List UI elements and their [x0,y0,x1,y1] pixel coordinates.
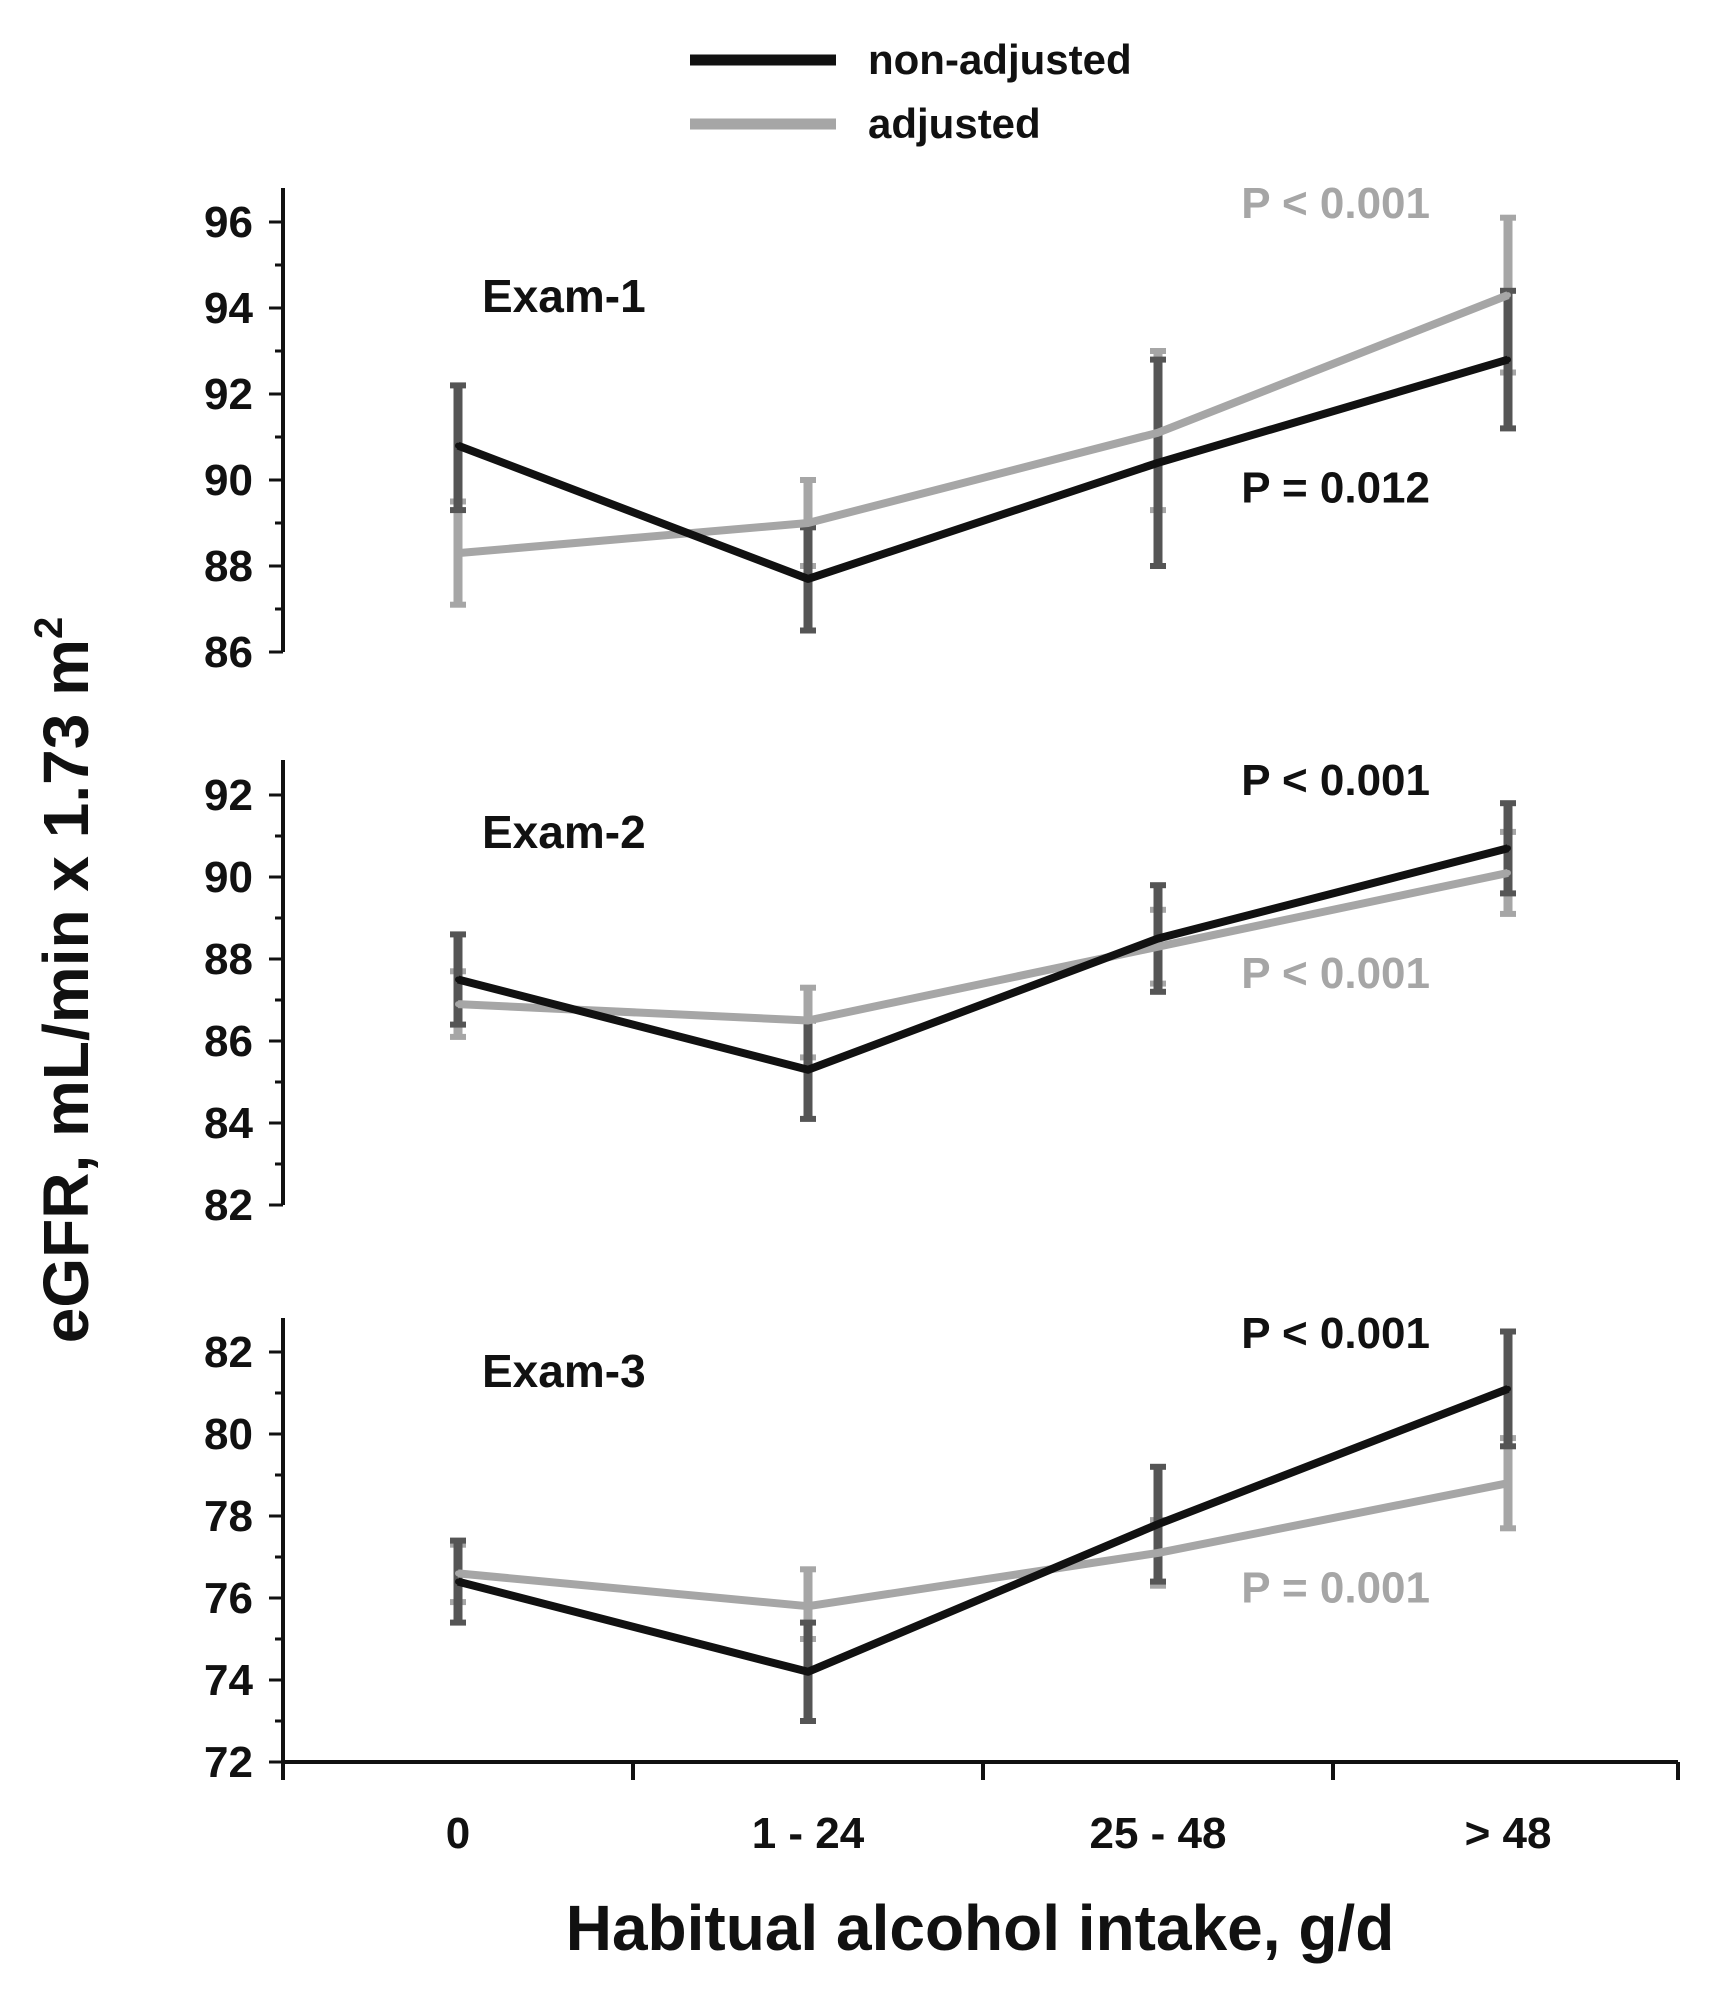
series-line-non_adjusted [457,844,1509,1074]
series-line-adjusted [457,868,1509,1025]
series-line-non_adjusted [456,355,1510,583]
y-tick-label: 76 [204,1574,253,1623]
legend: non-adjusted adjusted [690,36,1132,147]
series-adjusted [450,828,1516,1061]
panel-title: Exam-3 [482,1345,646,1397]
legend-label-adjusted: adjusted [868,100,1041,147]
y-tick-label: 74 [204,1656,253,1705]
data-point-adjusted [805,520,811,526]
data-point-non_adjusted [1155,935,1161,942]
y-tick-label: 84 [204,1099,253,1148]
p-value-annotation: P < 0.001 [1241,756,1430,805]
data-point-non_adjusted [455,1578,461,1585]
panel-title: Exam-1 [482,270,646,322]
data-point-non_adjusted [1505,845,1511,852]
data-point-non_adjusted [455,976,461,983]
panel-title: Exam-2 [482,806,646,858]
y-tick-label: 78 [204,1492,253,1541]
data-point-adjusted [805,1017,811,1024]
panel-1: 86 88 90 92 94 96 Exam-1 P < 0.001 P = 0.012 [204,179,1516,677]
y-tick-label: 92 [204,771,253,820]
data-point-adjusted [1155,1549,1161,1556]
y-tick-label: 82 [204,1328,253,1377]
data-point-adjusted [455,1570,461,1577]
data-point-non_adjusted [805,575,811,582]
data-point-adjusted [1155,943,1161,950]
data-point-adjusted [455,550,461,557]
data-point-non_adjusted [805,1066,811,1073]
data-point-non_adjusted [1155,1521,1161,1528]
y-tick-label: 88 [204,935,253,984]
x-axis: 0 1 - 24 25 - 48 > 48 Habitual alcohol intak… [281,1760,1680,1964]
y-tick-label: 80 [204,1410,253,1459]
p-value-annotation: P < 0.001 [1241,179,1430,228]
data-point-non_adjusted [1155,459,1161,466]
data-point-adjusted [1155,429,1161,436]
y-tick-label: 88 [204,542,253,591]
x-tick-label: > 48 [1465,1809,1552,1858]
y-tick-label: 96 [204,198,253,247]
data-point-adjusted [455,1001,461,1008]
data-point-adjusted [805,1603,811,1610]
y-tick-label: 92 [204,370,253,419]
x-tick-label: 25 - 48 [1090,1809,1227,1858]
data-point-non_adjusted [1505,356,1511,363]
data-point-non_adjusted [805,1668,811,1675]
data-point-adjusted [1505,1480,1511,1487]
y-tick-label: 86 [204,628,253,677]
y-tick-label: 72 [204,1738,253,1787]
p-value-annotation: P < 0.001 [1241,949,1430,998]
y-tick-label: 94 [204,284,253,333]
panel-3: 72 74 76 78 80 82 Exam-3 P < 0.001 P = 0.001 [204,1309,1516,1787]
series-line-adjusted [457,1479,1509,1611]
y-axis-title-text: eGFR, mL/min x 1.73 m2 [27,617,102,1343]
chart-panels: 86 88 90 92 94 96 Exam-1 P < 0.001 P = 0.012 82 84… [204,179,1516,1787]
panel-2: 82 84 86 88 90 92 Exam-2 P < 0.001 P < 0.001 [204,756,1516,1230]
x-tick-label: 1 - 24 [752,1809,865,1858]
p-value-annotation: P < 0.001 [1241,1309,1430,1358]
series-line-adjusted [457,291,1510,558]
series-non_adjusted [450,287,1516,634]
data-point-adjusted [1505,292,1511,299]
p-value-annotation: P = 0.001 [1241,1563,1430,1612]
y-tick-label: 86 [204,1017,253,1066]
y-axis-title: eGFR, mL/min x 1.73 m2 [27,617,102,1343]
y-tick-label: 82 [204,1181,253,1230]
y-tick-label: 90 [204,853,253,902]
data-point-non_adjusted [455,442,461,449]
series-line-non_adjusted [457,1385,1510,1676]
data-point-adjusted [1505,869,1511,876]
y-tick-label: 90 [204,456,253,505]
legend-label-non_adjusted: non-adjusted [868,36,1132,83]
data-point-non_adjusted [1505,1385,1511,1392]
x-axis-title: Habitual alcohol intake, g/d [566,1892,1395,1964]
x-tick-label: 0 [446,1809,470,1858]
p-value-annotation: P = 0.012 [1241,463,1430,512]
